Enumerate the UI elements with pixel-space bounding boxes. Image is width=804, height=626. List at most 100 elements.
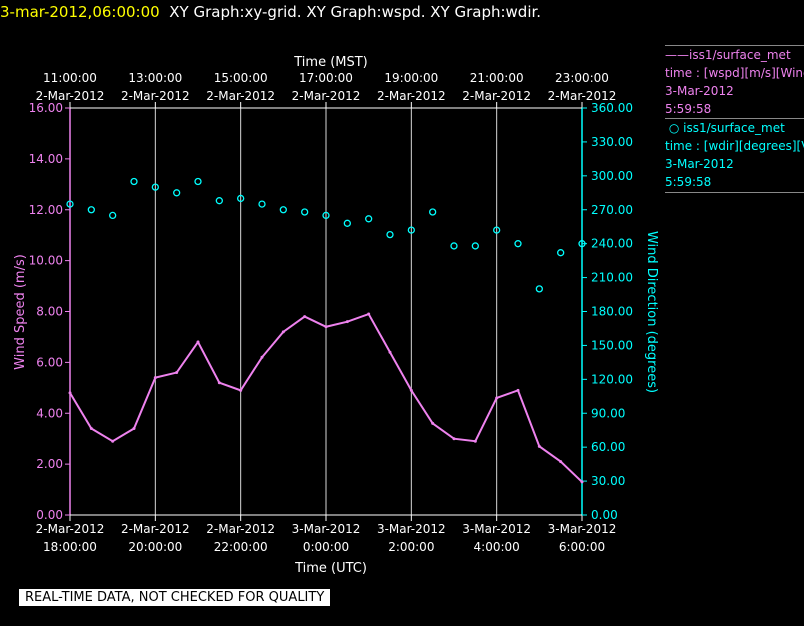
legend-marker-swatch: ○ <box>668 121 680 135</box>
right-tick-label: 330.00 <box>591 135 633 149</box>
wind-speed-point <box>303 315 307 319</box>
wind-direction-point <box>66 200 74 208</box>
wind-speed-point <box>175 371 179 375</box>
legend-wdir-field: time : [wdir][degrees][V <box>665 139 804 153</box>
left-tick-label: 8.00 <box>36 305 63 319</box>
legend-wspd-name: ——iss1/surface_met <box>665 48 791 62</box>
legend-wdir: ○ iss1/surface_met time : [wdir][degrees… <box>665 118 804 193</box>
wind-speed-point <box>495 396 499 400</box>
bottom-tick-label-time: 0:00:00 <box>303 540 349 554</box>
wind-direction-point <box>237 194 245 203</box>
wind-direction-series <box>66 177 586 293</box>
bottom-tick-label-time: 18:00:00 <box>43 540 97 554</box>
left-tick-label: 14.00 <box>29 152 63 166</box>
graph-list-text: XY Graph:xy-grid. XY Graph:wspd. XY Grap… <box>169 3 542 21</box>
top-tick-label-time: 23:00:00 <box>555 71 609 85</box>
right-tick-label: 0.00 <box>591 508 618 522</box>
left-tick-label: 12.00 <box>29 203 63 217</box>
wind-speed-point <box>559 460 563 464</box>
timestamp-text: 3-mar-2012,06:00:00 <box>0 3 160 21</box>
axes <box>65 102 587 521</box>
wind-speed-point <box>580 480 584 484</box>
bottom-tick-label-date: 2-Mar-2012 <box>206 522 275 536</box>
top-tick-label-date: 2-Mar-2012 <box>121 89 190 103</box>
legend-wdir-time: 5:59:58 <box>665 175 712 189</box>
wind-speed-point <box>239 388 243 392</box>
wind-direction-point <box>301 208 309 216</box>
wind-direction-point <box>343 219 351 227</box>
top-tick-label-time: 19:00:00 <box>384 71 438 85</box>
wind-speed-point <box>89 427 93 431</box>
left-tick-label: 6.00 <box>36 355 63 369</box>
bottom-tick-label-date: 3-Mar-2012 <box>462 522 531 536</box>
right-tick-label: 240.00 <box>591 237 633 251</box>
wind-direction-point <box>194 177 202 186</box>
wind-direction-point <box>322 211 330 220</box>
wind-speed-point <box>431 421 435 425</box>
bottom-tick-label-date: 3-Mar-2012 <box>548 522 617 536</box>
legend-line-swatch: —— <box>665 48 689 62</box>
wind-speed-point <box>367 312 371 316</box>
bottom-tick-label-date: 2-Mar-2012 <box>121 522 190 536</box>
legend-wdir-name: ○ iss1/surface_met <box>668 121 785 135</box>
bottom-tick-label-time: 22:00:00 <box>214 540 268 554</box>
top-tick-label-time: 17:00:00 <box>299 71 353 85</box>
wind-speed-point <box>388 350 392 354</box>
top-tick-label-date: 2-Mar-2012 <box>36 89 105 103</box>
wind-speed-point <box>473 439 477 443</box>
legend-wspd-time: 5:59:58 <box>665 102 712 116</box>
top-tick-label-date: 2-Mar-2012 <box>548 89 617 103</box>
bottom-tick-label-time: 6:00:00 <box>559 540 605 554</box>
wind-speed-point <box>281 330 285 334</box>
left-tick-label: 2.00 <box>36 457 63 471</box>
wind-direction-point <box>429 208 437 216</box>
wind-direction-point <box>407 226 415 234</box>
right-tick-label: 210.00 <box>591 271 633 285</box>
wind-direction-point <box>450 242 458 250</box>
wind-direction-point <box>386 230 394 239</box>
legend-wdir-date: 3-Mar-2012 <box>665 157 734 171</box>
wind-direction-point <box>557 249 565 257</box>
wind-direction-point <box>173 189 181 197</box>
bottom-tick-label-time: 2:00:00 <box>388 540 434 554</box>
bottom-tick-label-date: 2-Mar-2012 <box>36 522 105 536</box>
wind-direction-point <box>109 211 117 220</box>
wind-speed-point <box>409 388 413 392</box>
wind-direction-point <box>471 242 479 250</box>
wind-direction-point <box>215 197 223 205</box>
wind-direction-point <box>365 215 373 223</box>
top-tick-label-time: 11:00:00 <box>43 71 97 85</box>
left-tick-label: 16.00 <box>29 101 63 115</box>
legend-wspd-date: 3-Mar-2012 <box>665 84 734 98</box>
right-tick-label: 30.00 <box>591 474 625 488</box>
grid-lines <box>154 108 498 515</box>
top-tick-label-date: 2-Mar-2012 <box>377 89 446 103</box>
right-tick-label: 270.00 <box>591 203 633 217</box>
bottom-tick-label-time: 4:00:00 <box>474 540 520 554</box>
wind-speed-point <box>324 325 328 329</box>
left-tick-label: 0.00 <box>36 508 63 522</box>
wind-speed-point <box>537 444 541 448</box>
right-tick-label: 300.00 <box>591 169 633 183</box>
page-title: 3-mar-2012,06:00:00 XY Graph:xy-grid. XY… <box>0 0 541 24</box>
right-tick-label: 90.00 <box>591 406 625 420</box>
wind-speed-point <box>345 320 349 324</box>
right-axis-title: Wind Direction (degrees) <box>644 231 659 393</box>
wind-direction-point <box>279 206 287 214</box>
right-tick-label: 120.00 <box>591 372 633 386</box>
bottom-tick-label-time: 20:00:00 <box>128 540 182 554</box>
right-tick-label: 180.00 <box>591 305 633 319</box>
right-tick-label: 150.00 <box>591 338 633 352</box>
wind-speed-point <box>153 376 157 380</box>
wind-speed-series <box>68 312 584 484</box>
top-axis-title: Time (MST) <box>293 55 368 70</box>
wind-direction-point <box>87 206 95 214</box>
wind-direction-point <box>578 240 586 248</box>
wind-direction-point <box>535 285 543 293</box>
top-tick-label-date: 2-Mar-2012 <box>292 89 361 103</box>
wind-speed-point <box>111 439 115 443</box>
left-axis-title: Wind Speed (m/s) <box>13 254 28 370</box>
bottom-tick-label-date: 3-Mar-2012 <box>377 522 446 536</box>
wind-direction-point <box>493 226 501 234</box>
